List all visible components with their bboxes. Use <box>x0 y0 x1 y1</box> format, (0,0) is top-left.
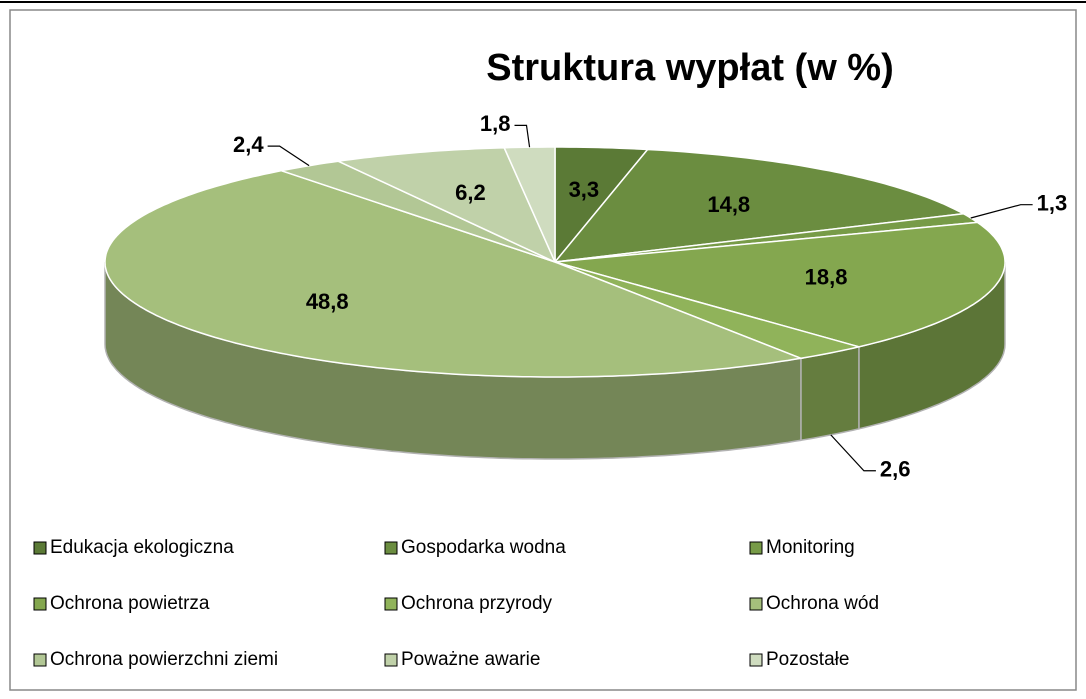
legend-swatch <box>749 541 763 555</box>
legend-swatch <box>33 541 47 555</box>
slice <box>553 148 966 263</box>
data-label: 1,8 <box>480 111 511 136</box>
leader-line <box>830 434 876 472</box>
data-label: 14,8 <box>707 192 750 217</box>
data-label: 2,4 <box>233 132 264 157</box>
slice <box>554 221 1006 348</box>
slice <box>335 146 557 264</box>
legend-label: Ochrona powierzchni ziemi <box>50 649 278 670</box>
legend-label: Ochrona wód <box>766 593 879 614</box>
legend-label: Edukacja ekologiczna <box>50 537 234 558</box>
legend-swatch <box>384 541 398 555</box>
data-label: 6,2 <box>455 180 486 205</box>
slice-side <box>800 345 860 442</box>
legend-label: Gospodarka wodna <box>401 537 566 558</box>
legend-swatch <box>749 597 763 611</box>
legend-label: Poważne awarie <box>401 649 540 670</box>
leader-line <box>514 124 531 148</box>
slice <box>554 261 860 360</box>
data-label: 1,3 <box>1037 191 1068 216</box>
leader-line <box>970 204 1033 219</box>
data-label: 3,3 <box>569 177 600 202</box>
legend-swatch <box>749 653 763 667</box>
chart-title: Struktura wypłat (w %) <box>486 47 894 89</box>
data-label: 18,8 <box>805 265 848 290</box>
legend-label: Ochrona przyrody <box>401 593 553 614</box>
leader-line <box>267 145 310 167</box>
legend-swatch <box>384 653 398 667</box>
slice <box>104 169 804 378</box>
legend-label: Ochrona powietrza <box>50 593 210 614</box>
legend-swatch <box>33 653 47 667</box>
legend-swatch <box>384 597 398 611</box>
data-label: 2,6 <box>880 457 911 482</box>
legend-label: Pozostałe <box>766 649 849 670</box>
data-label: 48,8 <box>306 289 349 314</box>
legend-swatch <box>33 597 47 611</box>
legend-label: Monitoring <box>766 537 855 558</box>
